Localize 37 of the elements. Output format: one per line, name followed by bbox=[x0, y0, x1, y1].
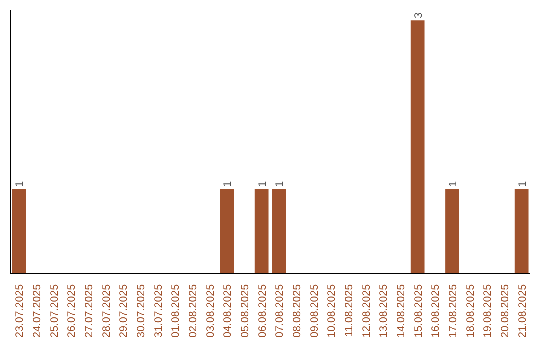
x-tick-label: 06.08.2025 bbox=[256, 284, 269, 338]
x-tick-label: 09.08.2025 bbox=[308, 284, 321, 338]
data-label: 3 bbox=[412, 12, 425, 19]
data-label: 1 bbox=[516, 181, 529, 188]
x-tick-label: 04.08.2025 bbox=[222, 284, 234, 338]
x-tick-label: 26.07.2025 bbox=[66, 284, 78, 338]
x-tick-label: 18.08.2025 bbox=[464, 284, 477, 338]
x-tick-label: 08.08.2025 bbox=[292, 284, 304, 338]
x-tick-label: 23.07.2025 bbox=[14, 284, 26, 338]
data-label: 1 bbox=[448, 181, 460, 188]
data-label: 1 bbox=[256, 181, 269, 188]
x-tick-label: 16.08.2025 bbox=[430, 284, 442, 338]
x-tick-label: 01.08.2025 bbox=[170, 284, 182, 338]
x-tick-label: 24.07.2025 bbox=[32, 284, 44, 338]
x-tick-label: 27.07.2025 bbox=[84, 284, 96, 338]
x-tick-label: 10.08.2025 bbox=[326, 284, 338, 338]
x-tick-label: 07.08.2025 bbox=[274, 284, 286, 338]
x-tick-label: 02.08.2025 bbox=[188, 284, 200, 338]
x-tick-label: 15.08.2025 bbox=[412, 284, 425, 338]
data-label: 1 bbox=[222, 181, 234, 188]
x-tick-label: 20.08.2025 bbox=[500, 284, 512, 338]
data-label: 1 bbox=[274, 181, 286, 188]
x-tick-label: 30.07.2025 bbox=[136, 284, 148, 338]
x-tick-label: 29.07.2025 bbox=[118, 284, 130, 338]
x-tick-label: 13.08.2025 bbox=[378, 284, 390, 338]
x-tick-label: 28.07.2025 bbox=[100, 284, 113, 338]
data-label: 1 bbox=[14, 181, 26, 188]
x-tick-label: 17.08.2025 bbox=[448, 284, 460, 338]
x-tick-label: 31.07.2025 bbox=[152, 284, 165, 338]
x-tick-label: 21.08.2025 bbox=[516, 284, 529, 338]
x-tick-label: 19.08.2025 bbox=[482, 284, 494, 338]
x-tick-label: 03.08.2025 bbox=[204, 284, 217, 338]
x-tick-label: 11.08.2025 bbox=[344, 284, 356, 338]
x-tick-label: 05.08.2025 bbox=[240, 284, 252, 338]
x-tick-label: 12.08.2025 bbox=[360, 284, 373, 338]
x-tick-label: 25.07.2025 bbox=[48, 284, 61, 338]
x-tick-label: 14.08.2025 bbox=[396, 284, 408, 338]
